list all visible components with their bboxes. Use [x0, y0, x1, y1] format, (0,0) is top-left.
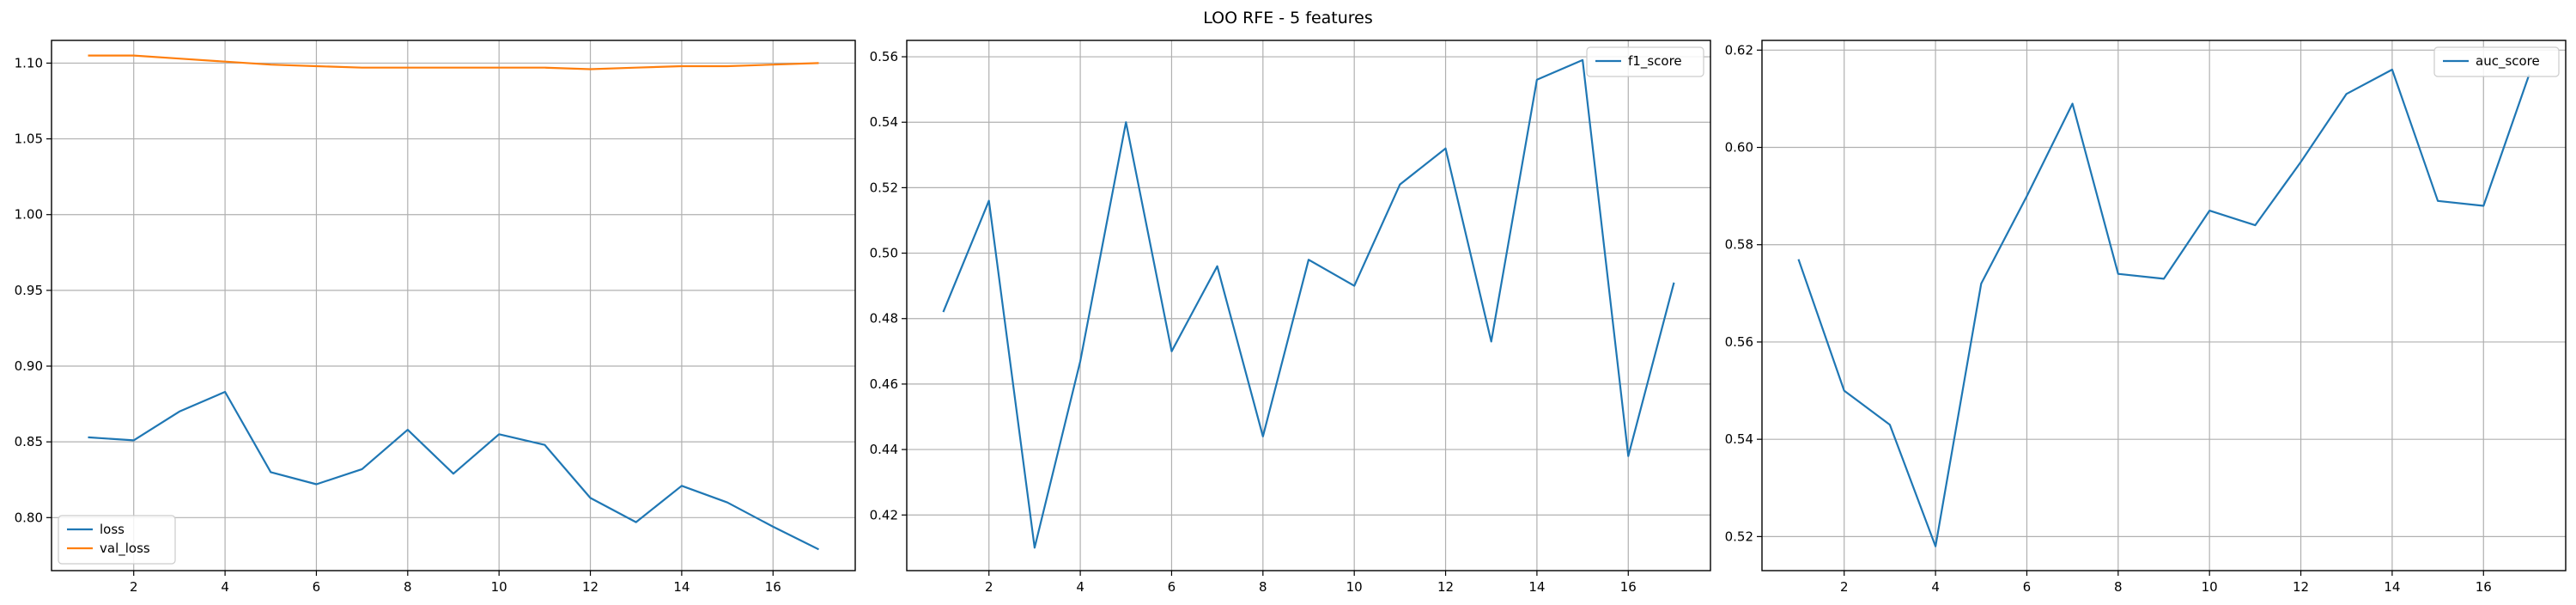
legend-label-f1-score: f1_score	[1628, 53, 1682, 70]
subplot-3: 2 4 6 8 10 12 14 16 0.52 0.54 0.56 0.58 0.60 0.62 auc_…	[1725, 40, 2567, 595]
y-tick-label: 0.58	[1725, 237, 1753, 253]
y-tick-label: 0.54	[1725, 431, 1753, 447]
series-line-val-loss	[88, 54, 819, 70]
x-tick-label: 4	[221, 579, 229, 595]
y-tick-label: 0.80	[15, 510, 43, 525]
series-line-f1-score	[942, 58, 1675, 549]
y-tick-label: 0.60	[1725, 140, 1753, 156]
x-tick-label: 16	[765, 579, 781, 595]
legend-box	[2433, 46, 2560, 77]
x-tick-label: 16	[2476, 579, 2492, 595]
x-tick-label: 8	[2114, 579, 2123, 595]
x-tick-label: 14	[673, 579, 690, 595]
x-tick-label: 6	[2023, 579, 2032, 595]
x-tick-label: 12	[2293, 579, 2309, 595]
axes-frame	[1761, 40, 2567, 571]
y-tick-label: 0.56	[870, 49, 898, 64]
subplot-2: 2 4 6 8 10 12 14 16 0.42 0.44 0.46 0.48 0.50 0.52 0.54…	[870, 40, 1711, 595]
y-tick-label: 0.48	[870, 311, 898, 327]
y-tick-label: 0.90	[15, 358, 43, 374]
y-tick-label: 1.00	[15, 207, 43, 223]
x-tick-label: 2	[1840, 579, 1849, 595]
x-tick-label: 8	[1259, 579, 1267, 595]
axes-frame	[51, 40, 856, 571]
x-tick-label: 2	[985, 579, 993, 595]
x-tick-label: 6	[1168, 579, 1176, 595]
x-tick-label: 14	[1528, 579, 1545, 595]
figure-title: LOO RFE - 5 features	[1203, 9, 1373, 28]
legend-label-auc-score: auc_score	[2476, 53, 2540, 70]
x-tick-label: 10	[2202, 579, 2218, 595]
y-tick-label: 0.46	[870, 376, 898, 392]
legend: auc_score	[2433, 46, 2560, 77]
legend: loss val_loss	[58, 515, 176, 565]
x-tick-label: 10	[491, 579, 507, 595]
x-tick-label: 10	[1346, 579, 1363, 595]
y-tick-label: 0.62	[1725, 42, 1753, 58]
y-tick-label: 0.54	[870, 114, 898, 130]
series-line-loss	[88, 390, 819, 551]
legend: f1_score	[1586, 46, 1704, 77]
x-tick-label: 16	[1620, 579, 1637, 595]
x-tick-label: 14	[2384, 579, 2400, 595]
y-tick-label: 0.52	[1725, 529, 1753, 544]
y-tick-label: 0.95	[15, 283, 43, 298]
legend-label-val-loss: val_loss	[100, 541, 150, 557]
series-line-auc-score	[1797, 68, 2530, 547]
legend-box	[58, 515, 176, 565]
y-tick-label: 1.10	[15, 55, 43, 70]
y-tick-label: 0.42	[870, 507, 898, 522]
subplot-1: 2 4 6 8 10 12 14 16 0.80 0.85 0.90 0.95 1.00 1.05 1.10…	[15, 40, 856, 595]
axes-frame	[906, 40, 1711, 571]
x-tick-label: 4	[1076, 579, 1084, 595]
y-tick-label: 0.85	[15, 434, 43, 449]
x-tick-label: 8	[404, 579, 412, 595]
y-tick-label: 0.52	[870, 180, 898, 195]
y-tick-label: 0.44	[870, 442, 898, 457]
x-tick-label: 12	[582, 579, 598, 595]
x-tick-label: 2	[130, 579, 138, 595]
x-tick-label: 12	[1437, 579, 1454, 595]
x-tick-label: 6	[313, 579, 321, 595]
y-tick-label: 0.56	[1725, 334, 1753, 350]
legend-label-loss: loss	[100, 522, 125, 537]
legend-box	[1586, 46, 1704, 77]
y-tick-label: 0.50	[870, 246, 898, 261]
y-tick-label: 1.05	[15, 131, 43, 147]
x-tick-label: 4	[1931, 579, 1940, 595]
